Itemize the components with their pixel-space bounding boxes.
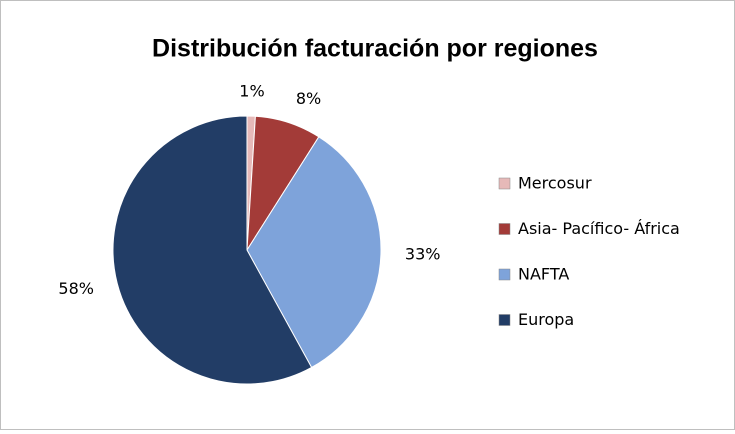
legend-swatch (498, 177, 511, 190)
pie-slice (112, 115, 313, 385)
legend-swatch (498, 268, 511, 281)
legend-label: Mercosur (518, 174, 592, 193)
legend-label: NAFTA (518, 265, 569, 284)
chart-title: Distribución facturación por regiones (152, 35, 598, 63)
legend-label: Europa (518, 310, 574, 329)
legend-swatch (498, 314, 511, 326)
data-label: 1% (239, 82, 264, 101)
pie-slice (246, 136, 382, 369)
legend-swatch (498, 223, 511, 235)
data-label: 8% (296, 89, 321, 108)
data-label: 33% (405, 244, 441, 263)
legend-label: Asia- Pacífico- África (518, 219, 680, 238)
data-label: 58% (58, 279, 94, 298)
